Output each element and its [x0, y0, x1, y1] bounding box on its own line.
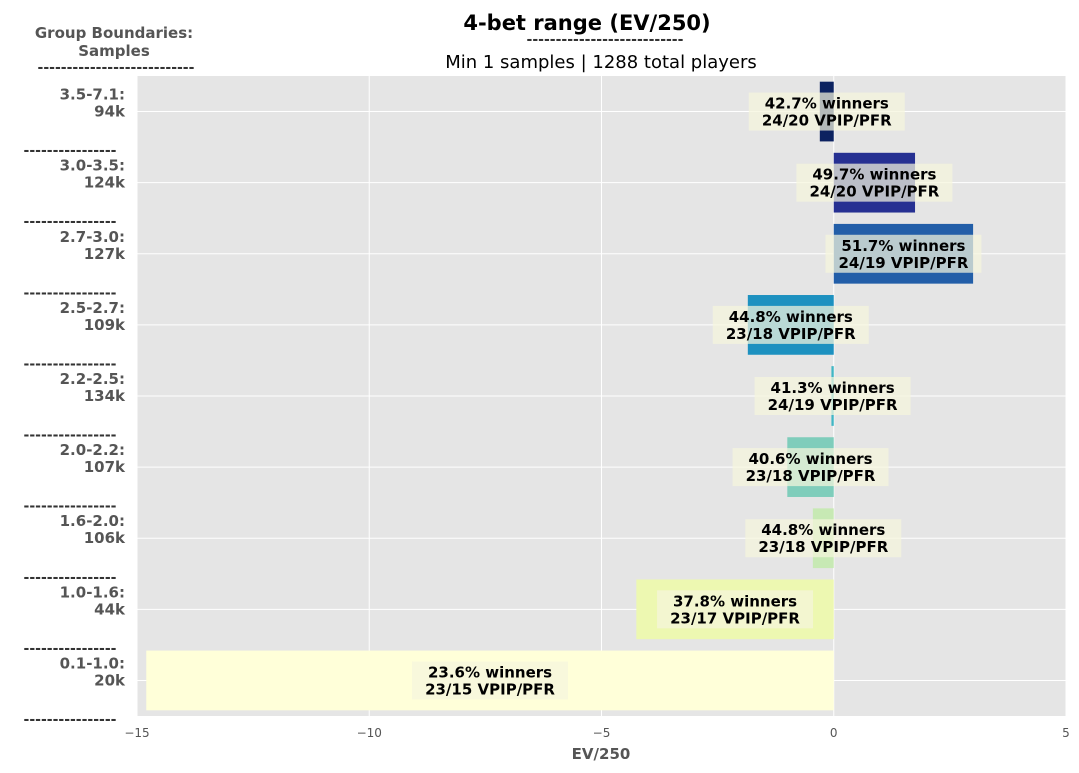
side-header-line-2: Samples — [78, 42, 150, 60]
x-tick-label-3: 0 — [830, 726, 838, 740]
title-underline: --------------------------- — [527, 32, 684, 48]
group-label-1: 3.0-3.5: — [60, 157, 125, 175]
x-ticks-group: −15 −10 −5 0 5 — [124, 726, 1069, 740]
group-samples-5: 107k — [84, 458, 126, 476]
annotation-vpip-3: 23/18 VPIP/PFR — [726, 325, 856, 343]
group-separator-4: ---------------- — [24, 428, 117, 444]
group-separator-0: ---------------- — [24, 143, 117, 159]
annotation-winners-6: 44.8% winners — [761, 521, 885, 539]
group-samples-7: 44k — [94, 600, 126, 618]
annotation-box-4 — [754, 377, 911, 415]
group-samples-0: 94k — [94, 103, 126, 121]
annotation-vpip-2: 24/19 VPIP/PFR — [838, 254, 968, 272]
group-label-4: 2.2-2.5: — [60, 370, 125, 388]
annotation-box-6 — [745, 519, 902, 558]
annotation-box-2 — [825, 234, 982, 273]
group-label-2: 2.7-3.0: — [60, 228, 125, 246]
annotation-winners-5: 40.6% winners — [748, 450, 872, 468]
annotation-box-5 — [732, 448, 889, 487]
annotation-winners-2: 51.7% winners — [841, 237, 965, 255]
x-axis-label: EV/250 — [572, 745, 631, 763]
annotation-winners-0: 42.7% winners — [765, 95, 889, 113]
group-label-8: 0.1-1.0: — [60, 654, 125, 672]
annotation-box-1 — [796, 163, 953, 202]
side-header-underline: --------------------------- — [38, 60, 195, 76]
y-labels-group: 3.5-7.1:94k----------------3.0-3.5:124k-… — [24, 86, 126, 728]
group-separator-6: ---------------- — [24, 570, 117, 586]
group-separator-2: ---------------- — [24, 285, 117, 301]
annotation-box-8 — [412, 661, 569, 700]
group-samples-6: 106k — [84, 529, 126, 547]
group-label-6: 1.6-2.0: — [60, 512, 125, 530]
group-label-3: 2.5-2.7: — [60, 299, 125, 317]
group-label-5: 2.0-2.2: — [60, 441, 125, 459]
annotation-vpip-8: 23/15 VPIP/PFR — [425, 680, 555, 698]
group-samples-3: 109k — [84, 316, 126, 334]
group-separator-1: ---------------- — [24, 214, 117, 230]
annotation-winners-4: 41.3% winners — [771, 379, 895, 397]
chart-subtitle: Min 1 samples | 1288 total players — [445, 52, 757, 73]
annotation-vpip-1: 24/20 VPIP/PFR — [809, 183, 939, 201]
annotation-winners-1: 49.7% winners — [812, 166, 936, 184]
x-tick-label-1: −10 — [357, 726, 382, 740]
group-label-0: 3.5-7.1: — [60, 86, 125, 104]
group-separator-5: ---------------- — [24, 499, 117, 515]
chart-title: 4-bet range (EV/250) — [463, 11, 710, 35]
group-samples-4: 134k — [84, 387, 126, 405]
side-header-line-1: Group Boundaries: — [35, 24, 193, 42]
annotation-vpip-6: 23/18 VPIP/PFR — [758, 538, 888, 556]
group-samples-8: 20k — [94, 671, 126, 689]
group-separator-3: ---------------- — [24, 356, 117, 372]
annotation-box-7 — [657, 590, 814, 629]
bars-group — [146, 81, 974, 711]
annotation-vpip-0: 24/20 VPIP/PFR — [762, 112, 892, 130]
annotation-winners-8: 23.6% winners — [428, 663, 552, 681]
annotation-vpip-4: 24/19 VPIP/PFR — [768, 396, 898, 414]
annotation-box-3 — [712, 305, 869, 344]
group-samples-2: 127k — [84, 245, 126, 263]
annotation-winners-3: 44.8% winners — [729, 308, 853, 326]
annotation-vpip-5: 23/18 VPIP/PFR — [746, 467, 876, 485]
x-tick-label-0: −15 — [124, 726, 149, 740]
group-separator-8: ---------------- — [24, 712, 117, 728]
annotation-winners-7: 37.8% winners — [673, 592, 797, 610]
annotation-box-0 — [748, 92, 905, 131]
x-tick-label-4: 5 — [1062, 726, 1070, 740]
x-tick-label-2: −5 — [593, 726, 611, 740]
group-separator-7: ---------------- — [24, 641, 117, 657]
group-samples-1: 124k — [84, 174, 126, 192]
annotation-vpip-7: 23/17 VPIP/PFR — [670, 609, 800, 627]
group-label-7: 1.0-1.6: — [60, 583, 125, 601]
